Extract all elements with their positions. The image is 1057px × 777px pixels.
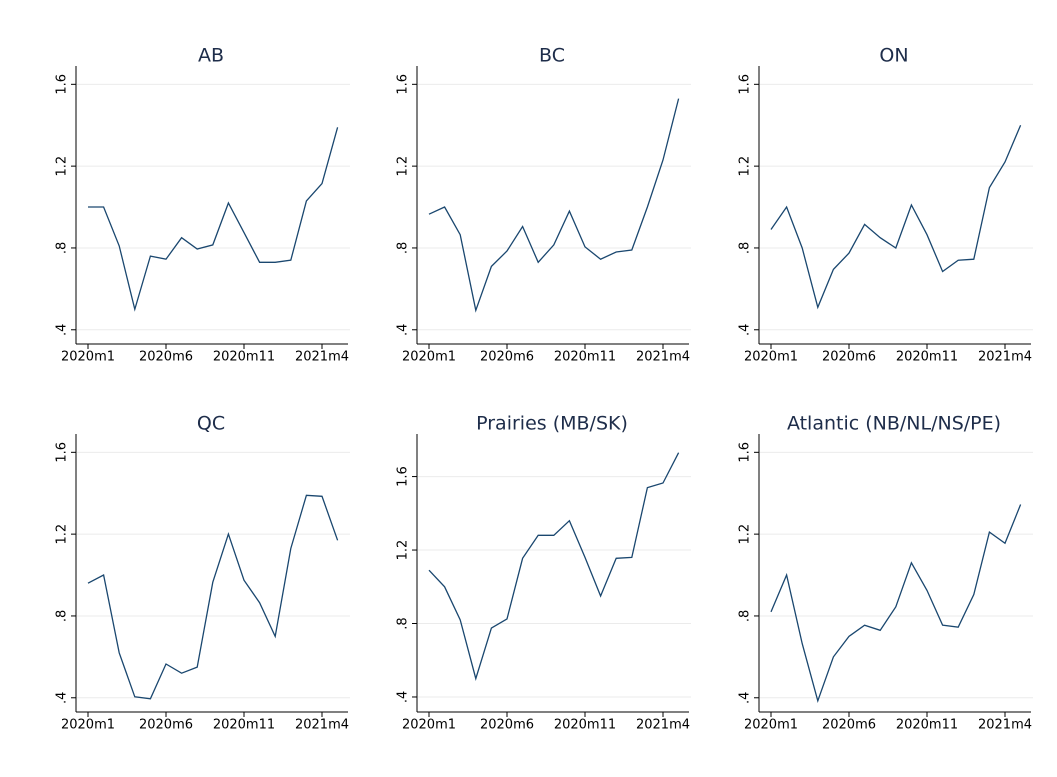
data-line <box>770 124 1022 310</box>
y-tick-label: 1.2 <box>396 540 411 561</box>
x-tick-label: 2020m6 <box>480 718 534 733</box>
data-line <box>428 452 680 681</box>
y-tick-label: .4 <box>738 692 753 704</box>
y-tick-label: .8 <box>55 242 70 254</box>
x-tick-label: 2020m6 <box>139 350 193 365</box>
panel-title: Atlantic (NB/NL/NS/PE) <box>787 413 1001 435</box>
x-tick-label: 2021m4 <box>295 718 349 733</box>
x-tick-label: 2021m4 <box>978 718 1032 733</box>
y-tick-label: .8 <box>738 242 753 254</box>
x-tick-label: 2020m11 <box>554 350 616 365</box>
x-tick-label: 2020m11 <box>896 350 958 365</box>
x-tick-label: 2020m6 <box>822 718 876 733</box>
y-tick-label: 1.6 <box>55 74 70 95</box>
y-tick-label: .4 <box>738 324 753 336</box>
x-tick-label: 2020m6 <box>480 350 534 365</box>
y-tick-label: 1.6 <box>738 442 753 463</box>
x-tick-label: 2020m1 <box>744 350 798 365</box>
y-tick-label: .8 <box>738 610 753 622</box>
data-line <box>428 98 680 313</box>
y-tick-label: 1.2 <box>396 156 411 177</box>
panel-title: QC <box>197 413 225 435</box>
y-tick-label: .4 <box>55 692 70 704</box>
y-tick-label: 1.6 <box>396 74 411 95</box>
x-tick-label: 2020m1 <box>61 350 115 365</box>
x-tick-label: 2021m4 <box>636 718 690 733</box>
x-tick-label: 2021m4 <box>978 350 1032 365</box>
y-tick-label: .4 <box>396 691 411 703</box>
y-tick-label: .4 <box>55 324 70 336</box>
y-tick-label: 1.2 <box>55 524 70 545</box>
data-line <box>770 504 1022 703</box>
x-tick-label: 2020m11 <box>213 718 275 733</box>
y-tick-label: .8 <box>55 610 70 622</box>
data-line <box>88 127 339 312</box>
x-tick-label: 2020m6 <box>139 718 193 733</box>
x-tick-label: 2020m6 <box>822 350 876 365</box>
y-tick-label: .4 <box>396 324 411 336</box>
x-tick-label: 2020m11 <box>554 718 616 733</box>
y-tick-label: .8 <box>396 617 411 629</box>
y-tick-label: .8 <box>396 242 411 254</box>
panel-title: ON <box>879 45 908 67</box>
panel-title: AB <box>198 45 224 67</box>
x-tick-label: 2021m4 <box>295 350 349 365</box>
y-tick-label: 1.2 <box>55 156 70 177</box>
x-tick-label: 2020m11 <box>213 350 275 365</box>
data-line <box>87 494 339 700</box>
x-tick-label: 2021m4 <box>636 350 690 365</box>
x-tick-label: 2020m1 <box>402 718 456 733</box>
x-tick-label: 2020m1 <box>744 718 798 733</box>
x-tick-label: 2020m1 <box>402 350 456 365</box>
y-tick-label: 1.6 <box>396 466 411 487</box>
y-tick-label: 1.2 <box>738 156 753 177</box>
panel-title: BC <box>539 45 565 67</box>
panel-title: Prairies (MB/SK) <box>476 413 628 435</box>
x-tick-label: 2020m1 <box>61 718 115 733</box>
x-tick-label: 2020m11 <box>896 718 958 733</box>
y-tick-label: 1.2 <box>738 524 753 545</box>
y-tick-label: 1.6 <box>55 442 70 463</box>
y-tick-label: 1.6 <box>738 74 753 95</box>
